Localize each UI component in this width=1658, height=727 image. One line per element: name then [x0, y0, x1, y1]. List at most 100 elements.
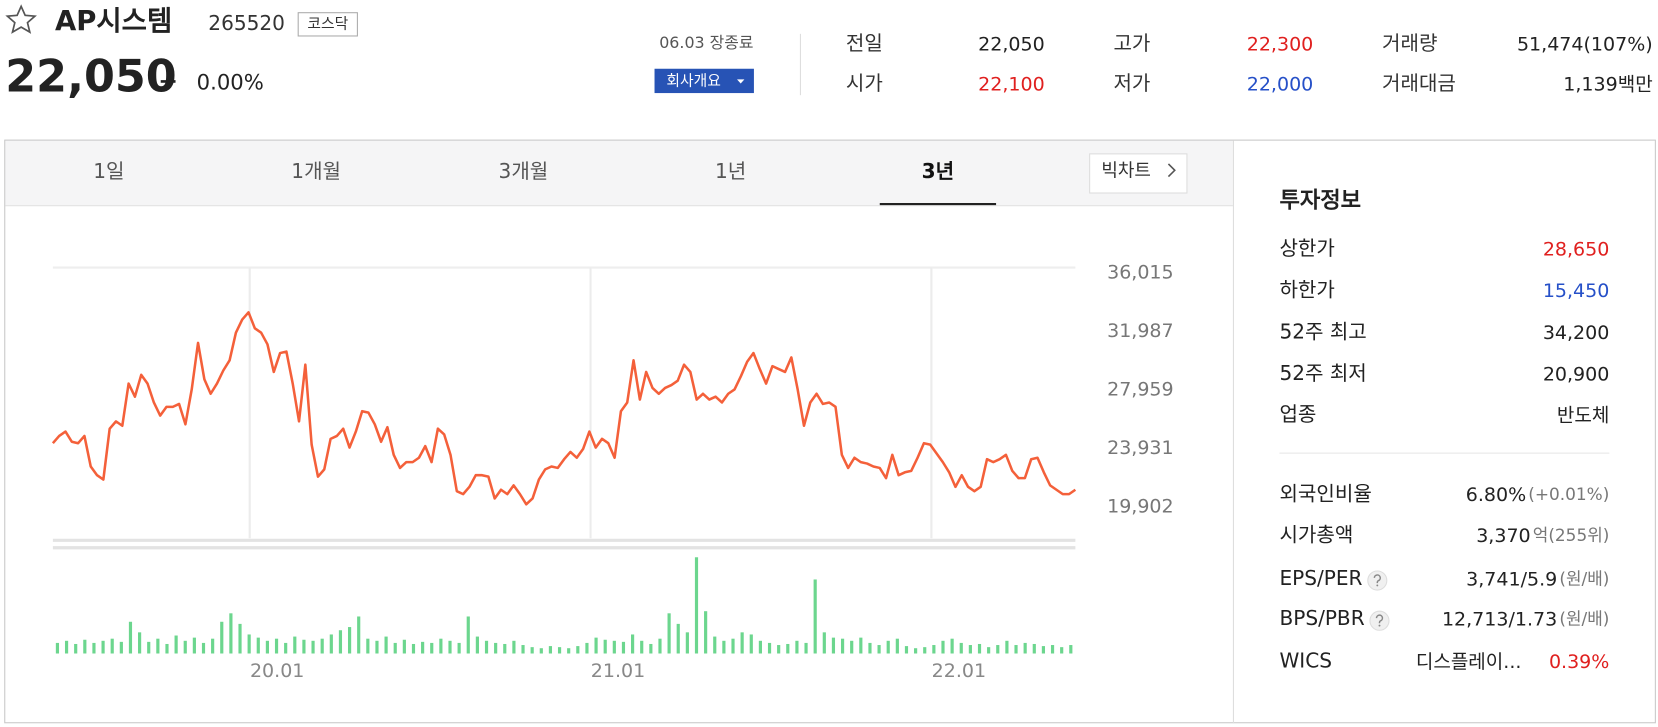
- volume-bar: [375, 640, 379, 654]
- info-value-text: 3,741/5.9: [1466, 568, 1557, 590]
- stat-value-text: 22,050: [978, 33, 1045, 55]
- volume-bar: [74, 643, 78, 654]
- help-dot: [1376, 584, 1379, 587]
- volume-bar: [722, 640, 726, 654]
- info-value: 15,450: [1543, 279, 1610, 301]
- volume-bar: [731, 638, 735, 654]
- info-suffix: (원/배): [1559, 609, 1609, 629]
- volume-bar: [174, 635, 178, 654]
- help-icon[interactable]: [1367, 570, 1388, 591]
- volume-bar: [977, 643, 982, 654]
- info-value-text: 3,370: [1476, 525, 1530, 547]
- volume-bar: [411, 643, 416, 654]
- volume-bar: [439, 638, 443, 654]
- volume-bar: [402, 639, 406, 654]
- volume-bar: [366, 638, 370, 654]
- volume-bar: [612, 640, 616, 654]
- volume-bar: [713, 636, 717, 654]
- volume-bar: [338, 630, 343, 654]
- info-value-text: 디스플레이...: [1416, 650, 1522, 672]
- period-tab[interactable]: 1년: [715, 159, 746, 183]
- stat-label: 거래량: [1382, 31, 1437, 55]
- volume-bar: [749, 634, 753, 654]
- stat-value-text: 22,300: [1247, 33, 1314, 55]
- volume-bar: [147, 641, 151, 654]
- x-tick-label: 22.01: [932, 660, 986, 682]
- volume-bar: [220, 621, 224, 654]
- volume-bar: [156, 638, 160, 654]
- dropdown-arrow: [737, 79, 745, 84]
- volume-bar: [1050, 645, 1055, 654]
- volume-bar: [1041, 646, 1046, 654]
- volume-bar: [430, 642, 434, 654]
- volume-bar: [393, 642, 397, 654]
- period-tab[interactable]: 3년: [922, 159, 954, 183]
- stat-value-text: 22,000: [1247, 73, 1314, 95]
- period-tab[interactable]: 1개월: [291, 159, 341, 183]
- info-value: 12,713/1.73 (원/배): [1442, 608, 1609, 630]
- volume-bar: [667, 613, 671, 654]
- stat-value-text: 22,100: [978, 73, 1045, 95]
- volume-bar: [211, 638, 215, 654]
- volume-bar: [886, 640, 890, 654]
- change-rate: 0.00%: [197, 70, 264, 95]
- volume-bar: [201, 642, 206, 654]
- stat-value: 1,139백만: [1563, 73, 1652, 95]
- info-value: 34,200: [1543, 322, 1610, 344]
- volume-bar: [996, 645, 1000, 654]
- volume-bar: [329, 634, 333, 654]
- help-icon[interactable]: [1369, 610, 1390, 631]
- stat-label: 전일: [846, 31, 883, 55]
- favorite-star[interactable]: [5, 4, 37, 34]
- volume-bar: [128, 621, 133, 654]
- volume-bar: [895, 638, 899, 654]
- volume-bar: [631, 634, 635, 654]
- stat-label: 시가: [846, 71, 883, 95]
- volume-bar: [694, 557, 699, 654]
- company-button[interactable]: [654, 68, 754, 94]
- volume-bar: [932, 645, 936, 654]
- volume-bar: [777, 645, 781, 654]
- big-chart-label[interactable]: 빅차트: [1101, 160, 1151, 181]
- info-suffix: 억(255위): [1533, 525, 1610, 545]
- volume-bar: [676, 623, 680, 654]
- volume-bar: [357, 616, 361, 654]
- volume-bar: [987, 647, 991, 654]
- volume-bar: [1005, 640, 1009, 654]
- volume-bar: [484, 640, 489, 654]
- info-suffix: 0.39%: [1549, 650, 1609, 672]
- stat-value-text: 1,139: [1563, 73, 1617, 95]
- volume-bar: [968, 645, 972, 654]
- info-value: 3,741/5.9 (원/배): [1466, 568, 1609, 590]
- volume-bar: [1032, 643, 1036, 654]
- volume-bar: [649, 643, 653, 654]
- volume-bar: [320, 638, 324, 654]
- info-value-text: 12,713/1.73: [1442, 608, 1557, 630]
- volume-bar: [850, 640, 854, 654]
- period-tab[interactable]: 3개월: [499, 159, 549, 183]
- stat-label: 고가: [1113, 31, 1150, 55]
- volume-bar: [521, 645, 525, 654]
- volume-bar: [229, 613, 233, 654]
- volume-bar: [83, 639, 87, 654]
- volume-bar: [247, 634, 251, 654]
- volume-bar: [950, 638, 954, 654]
- volume-bar: [274, 638, 279, 654]
- stock-code: 265520: [208, 11, 285, 35]
- info-value: 디스플레이... 0.39%: [1416, 650, 1610, 672]
- volume-bar: [1023, 642, 1027, 654]
- info-value-text: 반도체: [1557, 404, 1609, 426]
- volume-bar: [594, 637, 598, 654]
- volume-bar: [923, 647, 927, 654]
- info-label: 외국인비율: [1279, 481, 1371, 505]
- volume-bar: [1069, 645, 1073, 654]
- period-tab[interactable]: 1일: [93, 159, 124, 183]
- volume-bar: [786, 643, 790, 654]
- volume-bar: [767, 642, 772, 654]
- volume-bar: [658, 638, 662, 654]
- info-value-text: 34,200: [1543, 322, 1610, 344]
- tab-bar: [5, 140, 1233, 206]
- volume-bar: [904, 646, 909, 654]
- help-glyph: [1375, 614, 1384, 624]
